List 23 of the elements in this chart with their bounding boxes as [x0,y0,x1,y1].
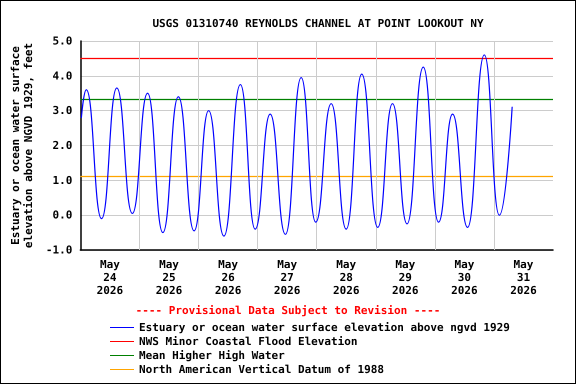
legend-label: Estuary or ocean water surface elevation above ngvd 1929 [139,321,510,334]
x-tick-label: May 26 2026 [214,258,242,297]
x-tick-label: May 25 2026 [156,258,183,297]
y-tick-label: -1.0 [46,244,72,256]
y-tick-label: 5.0 [52,34,72,48]
line-series [80,54,513,237]
y-tick-label: 1.0 [52,174,72,187]
y-axis-title: Estuary or ocean water surface elevation above NGVD 1929, feet [9,42,35,248]
y-tick-label: 0.0 [52,208,72,222]
y-tick-label: 2.0 [52,139,72,152]
text: ---- Provisional Data Subject to Revision ---- [136,304,440,317]
x-tick-label: May 28 2026 [332,258,360,297]
x-tick-label: May 29 2026 [392,258,419,297]
x-tick-label: May 27 2026 [274,258,301,297]
x-tick-label: May 31 2026 [510,258,538,297]
legend-label: NWS Minor Coastal Flood Elevation [139,335,358,348]
x-tick-label: May 30 2026 [451,258,478,297]
y-tick-label: 4.0 [52,69,72,82]
chart-title: USGS 01310740 REYNOLDS CHANNEL AT POINT LOOKOUT NY [152,17,484,30]
y-tick-label: 3.0 [52,104,72,118]
legend-label: North American Vertical Datum of 1988 [139,363,384,376]
legend-label: Mean Higher High Water [139,349,286,362]
x-tick-label: May 24 2026 [96,258,124,297]
